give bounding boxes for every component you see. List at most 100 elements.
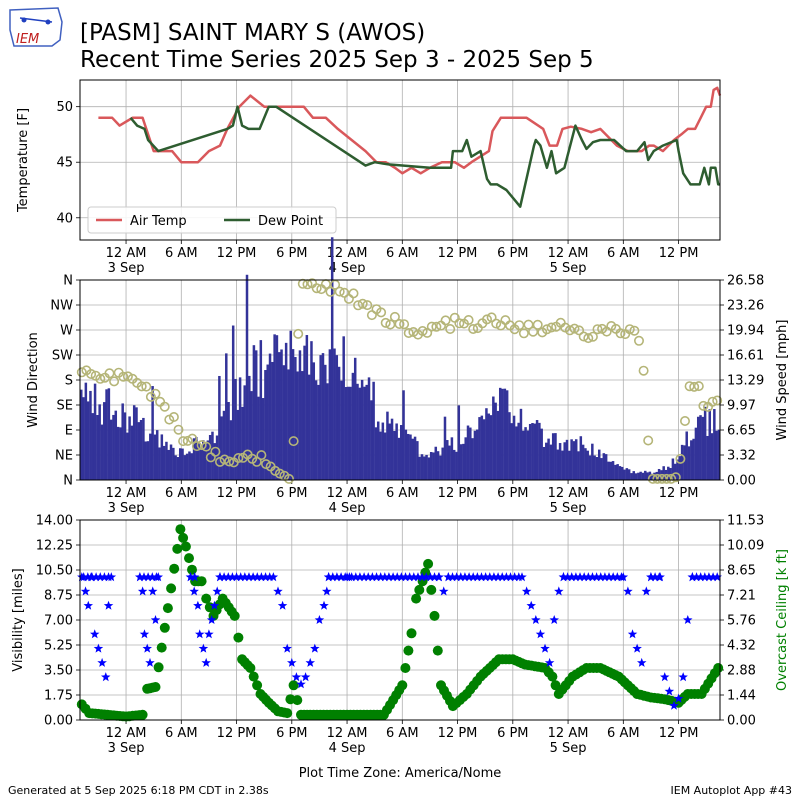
visibility-point bbox=[193, 600, 203, 610]
wind-speed-bar bbox=[248, 375, 251, 480]
wind-speed-bar bbox=[710, 433, 714, 480]
wind-speed-bar bbox=[462, 443, 465, 480]
wind-speed-bar bbox=[324, 364, 327, 480]
wind-speed-bar bbox=[128, 416, 131, 480]
wind-speed-bar bbox=[351, 372, 355, 480]
wind-speed-bar bbox=[436, 451, 440, 480]
wind-speed-bar bbox=[330, 237, 334, 480]
wind-direction-point bbox=[210, 446, 221, 457]
wind-direction-point bbox=[698, 400, 709, 411]
visibility-point bbox=[97, 657, 107, 667]
visibility-point bbox=[314, 615, 325, 624]
wind-speed-bar bbox=[178, 448, 182, 480]
visibility-point bbox=[332, 572, 342, 582]
visibility-point bbox=[468, 572, 478, 582]
wind-speed-bar bbox=[280, 349, 283, 480]
ceiling-point bbox=[153, 662, 164, 673]
visibility-tick-label: 3.50 bbox=[44, 664, 73, 679]
wind-direction-point bbox=[633, 335, 644, 346]
ceiling-tick-label: 2.88 bbox=[727, 664, 756, 679]
wind-direction-point bbox=[104, 368, 115, 379]
visibility-point bbox=[632, 643, 642, 653]
wind-speed-bar bbox=[363, 386, 366, 480]
visibility-point bbox=[627, 629, 638, 639]
x-tick-label: 6 AM bbox=[607, 486, 640, 501]
wind-speed-bar bbox=[181, 448, 184, 480]
chart-title-line1: [PASM] SAINT MARY S (AWOS) bbox=[80, 20, 425, 46]
visibility-point bbox=[90, 629, 100, 639]
wind-speed-bar bbox=[204, 443, 207, 480]
wind-speed-bar bbox=[328, 349, 332, 480]
wind-speed-bar bbox=[434, 446, 438, 480]
wind-speed-bar bbox=[335, 355, 339, 480]
visibility-point bbox=[409, 572, 419, 582]
wind-speed-bar bbox=[100, 424, 104, 480]
legend-label-dew-point: Dew Point bbox=[258, 214, 323, 229]
wind-speed-bar bbox=[165, 441, 168, 480]
wind-speed-bar bbox=[667, 466, 670, 480]
wind-direction-point bbox=[592, 324, 603, 335]
ceiling-point bbox=[201, 593, 212, 604]
wind-speed-bar bbox=[614, 464, 617, 480]
ceiling-point bbox=[137, 709, 148, 720]
wind-speed-bar bbox=[202, 440, 205, 480]
wind-speed-bar bbox=[188, 451, 191, 480]
ceiling-point bbox=[429, 610, 440, 621]
wind-direction-point bbox=[86, 368, 97, 379]
x-tick-label: 12 AM bbox=[106, 246, 147, 261]
wind-speed-bar bbox=[584, 448, 587, 480]
visibility-point bbox=[296, 679, 306, 689]
visibility-point bbox=[371, 572, 382, 582]
wind-direction-point bbox=[546, 322, 557, 333]
visibility-point bbox=[310, 643, 320, 653]
wind-speed-bar bbox=[452, 449, 456, 480]
wind-direction-point bbox=[178, 436, 189, 447]
wind-speed-bar bbox=[271, 361, 274, 480]
generated-note: Generated at 5 Sep 2025 6:18 PM CDT in 2… bbox=[8, 784, 269, 797]
visibility-point bbox=[612, 572, 623, 582]
visibility-point bbox=[549, 615, 559, 624]
wind-speed-bar bbox=[367, 377, 371, 480]
x-tick-label: 12 AM bbox=[548, 726, 589, 741]
ceiling-point bbox=[411, 593, 422, 604]
wind-speed-bar bbox=[549, 444, 553, 480]
wind-direction-point bbox=[454, 318, 465, 329]
wind-speed-bar bbox=[130, 425, 134, 480]
visibility-point bbox=[521, 586, 532, 596]
visibility-point bbox=[691, 572, 702, 582]
ceiling-point bbox=[166, 583, 177, 594]
visibility-point bbox=[148, 586, 158, 596]
wind-direction-point bbox=[168, 411, 179, 422]
wind-speed-bar bbox=[393, 430, 396, 480]
wind-speed-bar bbox=[455, 451, 458, 480]
wind-speed-bar bbox=[296, 371, 299, 480]
wind-direction-point bbox=[325, 286, 336, 297]
ceiling-point bbox=[292, 695, 303, 706]
wind-speed-bar bbox=[441, 447, 444, 480]
wind-direction-point bbox=[159, 401, 170, 412]
x-tick-label: 6 AM bbox=[165, 726, 198, 741]
x-tick-label: 12 AM bbox=[548, 486, 589, 501]
wind-direction-point bbox=[173, 424, 184, 435]
visibility-point bbox=[554, 586, 564, 596]
visibility-point bbox=[650, 572, 660, 582]
direction-tick-label: N bbox=[63, 274, 73, 289]
visibility-point bbox=[319, 600, 329, 610]
wind-speed-bar bbox=[498, 387, 502, 480]
visibility-point bbox=[460, 572, 470, 582]
visibility-point bbox=[704, 572, 714, 582]
visibility-point bbox=[80, 586, 91, 596]
visibility-point bbox=[421, 572, 431, 582]
wind-direction-point bbox=[76, 367, 87, 378]
visibility-point bbox=[106, 572, 117, 582]
ceiling-point bbox=[175, 524, 186, 535]
wind-speed-bar bbox=[574, 439, 578, 480]
wind-speed-bar bbox=[517, 422, 520, 480]
visibility-point bbox=[359, 572, 369, 582]
x-tick-label: 12 PM bbox=[659, 246, 699, 261]
wind-speed-bar bbox=[119, 427, 122, 480]
wind-speed-bar bbox=[98, 404, 101, 480]
wind-speed-bar bbox=[558, 443, 562, 480]
ceiling-point bbox=[180, 541, 191, 552]
wind-speed-bar bbox=[151, 386, 154, 480]
